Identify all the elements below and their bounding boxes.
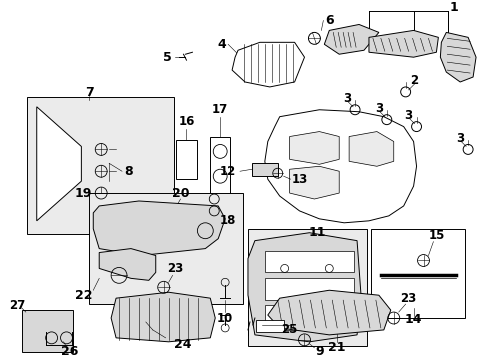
Text: 25: 25 [281, 323, 297, 336]
Bar [210, 136, 230, 204]
Text: 7: 7 [85, 86, 94, 99]
Bar [264, 278, 353, 300]
Text: 27: 27 [9, 298, 25, 312]
Polygon shape [440, 32, 475, 82]
Text: 21: 21 [328, 341, 346, 354]
Text: 24: 24 [173, 338, 191, 351]
Text: 2: 2 [409, 73, 418, 86]
Bar [370, 229, 464, 318]
Polygon shape [93, 201, 224, 256]
Text: 3: 3 [343, 93, 350, 105]
Bar [255, 320, 283, 332]
Text: 20: 20 [171, 186, 189, 199]
Text: 12: 12 [220, 165, 236, 178]
Polygon shape [232, 42, 304, 87]
Bar [22, 310, 73, 352]
Text: 3: 3 [455, 132, 463, 145]
Text: 23: 23 [400, 292, 416, 305]
Text: 3: 3 [374, 102, 382, 115]
Bar [89, 193, 243, 304]
Text: 23: 23 [167, 262, 183, 275]
Text: 4: 4 [217, 38, 226, 51]
Bar [27, 97, 173, 234]
Polygon shape [111, 292, 215, 342]
Text: 22: 22 [75, 289, 92, 302]
Text: 10: 10 [217, 311, 233, 324]
Bar [264, 251, 353, 273]
Polygon shape [368, 30, 437, 57]
Text: 18: 18 [220, 214, 236, 227]
Text: 14: 14 [404, 314, 422, 327]
Bar [175, 140, 197, 179]
Polygon shape [99, 249, 155, 280]
Text: 11: 11 [308, 226, 325, 239]
Text: 26: 26 [61, 345, 78, 358]
Text: 16: 16 [178, 115, 194, 128]
Polygon shape [251, 163, 277, 176]
Polygon shape [289, 166, 339, 199]
Text: 6: 6 [325, 14, 333, 27]
Text: 17: 17 [212, 103, 228, 116]
Text: 9: 9 [314, 345, 323, 358]
Polygon shape [348, 131, 393, 166]
Polygon shape [289, 131, 339, 164]
Bar [264, 305, 353, 330]
Bar [247, 229, 366, 346]
Text: 19: 19 [75, 186, 92, 199]
Polygon shape [37, 107, 81, 221]
Text: 1: 1 [449, 1, 458, 14]
Polygon shape [267, 290, 390, 335]
Text: 15: 15 [427, 229, 444, 242]
Text: 5: 5 [163, 51, 172, 64]
Text: 8: 8 [124, 165, 133, 178]
Polygon shape [264, 110, 416, 223]
Polygon shape [324, 24, 378, 54]
Polygon shape [247, 233, 360, 342]
Text: 13: 13 [291, 173, 307, 186]
Text: 3: 3 [404, 109, 412, 122]
